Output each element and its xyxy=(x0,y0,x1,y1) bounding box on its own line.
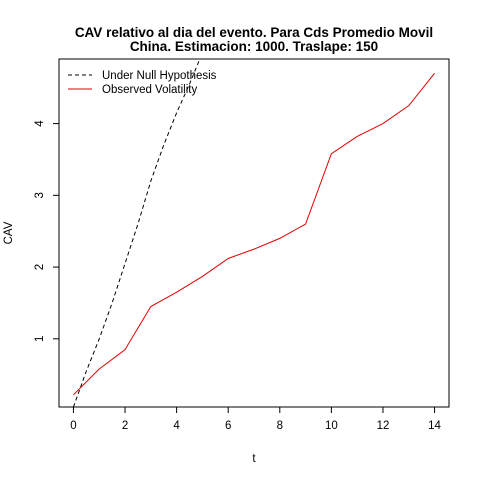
y-axis: 1 2 3 4 xyxy=(34,120,59,342)
legend-label-observed-volatility: Observed Volatility xyxy=(102,84,197,96)
x-tick-label-10: 10 xyxy=(325,420,338,432)
plot-frame xyxy=(58,58,450,408)
legend: Under Null Hypothesis Observed Volatility xyxy=(68,70,217,96)
x-tick-label-14: 14 xyxy=(428,420,441,432)
y-tick-label-2: 2 xyxy=(34,264,46,270)
x-tick-label-4: 4 xyxy=(173,420,180,432)
x-axis: 0 2 4 6 8 10 12 14 xyxy=(70,407,442,432)
series-line-observed-volatility xyxy=(73,73,435,396)
x-tick-label-2: 2 xyxy=(122,420,128,432)
y-axis-label: CAV xyxy=(3,221,15,244)
y-tick-label-3: 3 xyxy=(34,192,46,198)
x-tick-label-8: 8 xyxy=(277,420,283,432)
x-tick-label-6: 6 xyxy=(225,420,231,432)
y-tick-label-1: 1 xyxy=(34,336,46,342)
x-tick-label-0: 0 xyxy=(70,420,76,432)
x-tick-label-12: 12 xyxy=(377,420,390,432)
chart-title-line1: CAV relativo al dia del evento. Para Cds… xyxy=(75,25,433,40)
series-layer xyxy=(72,59,435,407)
series-line-null-hypothesis xyxy=(72,59,201,407)
legend-label-null-hypothesis: Under Null Hypothesis xyxy=(102,70,217,82)
x-axis-label: t xyxy=(252,453,256,465)
y-tick-label-4: 4 xyxy=(34,120,46,127)
chart-title-line2: China. Estimacion: 1000. Traslape: 150 xyxy=(130,39,378,54)
